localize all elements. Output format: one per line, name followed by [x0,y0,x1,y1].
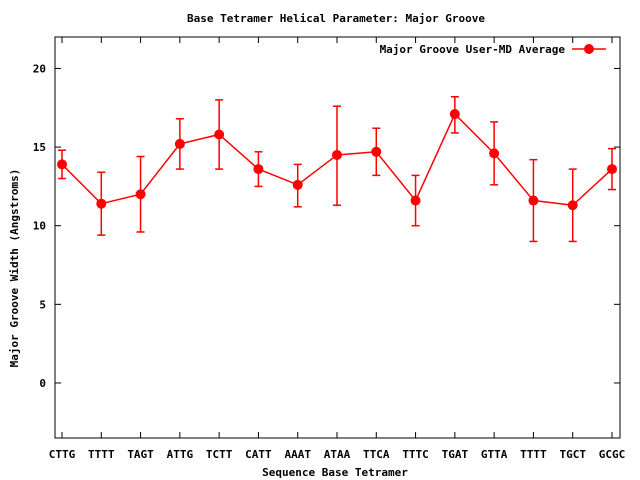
data-point [567,200,578,211]
chart-title: Base Tetramer Helical Parameter: Major G… [187,12,485,25]
x-tick-label: TTCA [363,448,390,461]
data-point [96,198,107,209]
data-point [253,164,264,175]
x-tick-label: TTTC [402,448,429,461]
plot-frame [54,36,621,439]
series-points [57,109,617,211]
legend-marker [584,44,594,54]
x-tick-label: CATT [245,448,272,461]
data-point [489,148,500,159]
x-tick-label: GTTA [481,448,508,461]
error-bars [58,96,616,243]
legend: Major Groove User-MD Average [380,43,606,56]
x-tick-label: TGCT [559,448,586,461]
legend-label: Major Groove User-MD Average [380,43,566,56]
data-point [371,146,382,157]
y-tick-label: 10 [33,220,46,233]
data-point [528,195,539,206]
x-tick-label: TTTT [88,448,115,461]
data-point [135,189,146,200]
y-tick-label: 0 [39,377,46,390]
data-point [214,129,225,140]
data-point [332,149,342,160]
data-point [292,179,303,190]
data-point [449,109,460,120]
y-tick-label: 5 [39,298,46,311]
x-tick-label: TGAT [442,448,469,461]
data-point [174,138,185,149]
x-tick-label: ATAA [324,448,351,461]
data-point [607,164,617,175]
y-ticks: 0 5 10 15 20 [33,62,620,390]
x-ticks: CTTG TTTT TAGT ATTG TCTT CATT AAAT ATAA TTCA TTTC… [49,37,626,461]
x-tick-label: ATTG [167,448,194,461]
x-tick-label: AAAT [284,448,311,461]
x-tick-label: TAGT [127,448,154,461]
y-tick-label: 15 [33,141,46,154]
data-point [410,195,421,206]
y-axis-label: Major Groove Width (Angstroms) [8,169,21,368]
x-tick-label: GCGC [599,448,626,461]
x-axis-label: Sequence Base Tetramer [262,466,408,479]
data-point [57,159,67,170]
x-tick-label: TTTT [520,448,547,461]
y-tick-label: 20 [33,62,46,75]
x-tick-label: TCTT [206,448,233,461]
x-tick-label: CTTG [49,448,76,461]
